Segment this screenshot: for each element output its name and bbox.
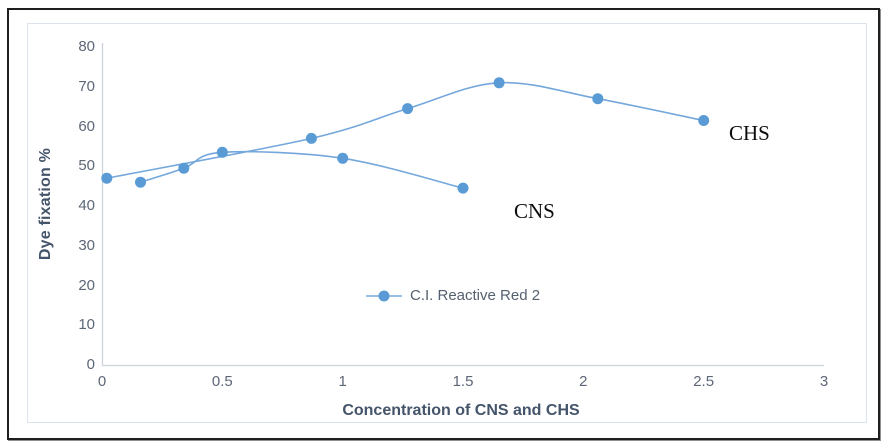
y-axis-title: Dye fixation % [37,147,54,261]
chart-area [27,23,867,423]
x-axis-title: Concentration of CNS and CHS [342,402,580,419]
y-tick-label: 70 [78,77,95,95]
y-tick-label: 50 [78,157,95,175]
x-tick-label: 2 [579,373,588,390]
y-tick-label: 40 [78,197,95,214]
series-annotation-chs: CHS [729,121,770,145]
x-tick-label: 1 [338,373,347,390]
y-tick-label: 10 [78,316,95,334]
legend: C.I. Reactive Red 2 [366,287,540,304]
x-tick-label: 1.5 [452,373,474,390]
y-tick-label: 30 [78,236,95,254]
series-annotation-cns: CNS [514,199,555,223]
x-tick-label: 0.5 [211,373,233,390]
x-tick-label: 3 [819,373,829,390]
legend-line-marker-icon [366,290,402,301]
y-tick-label: 60 [78,117,95,135]
legend-label: C.I. Reactive Red 2 [410,287,541,304]
y-tick-label: 80 [78,38,95,55]
x-tick-label: 2.5 [693,373,715,390]
x-tick-label: 0 [97,373,107,390]
y-tick-label: 0 [86,356,95,373]
y-tick-label: 20 [78,276,95,294]
